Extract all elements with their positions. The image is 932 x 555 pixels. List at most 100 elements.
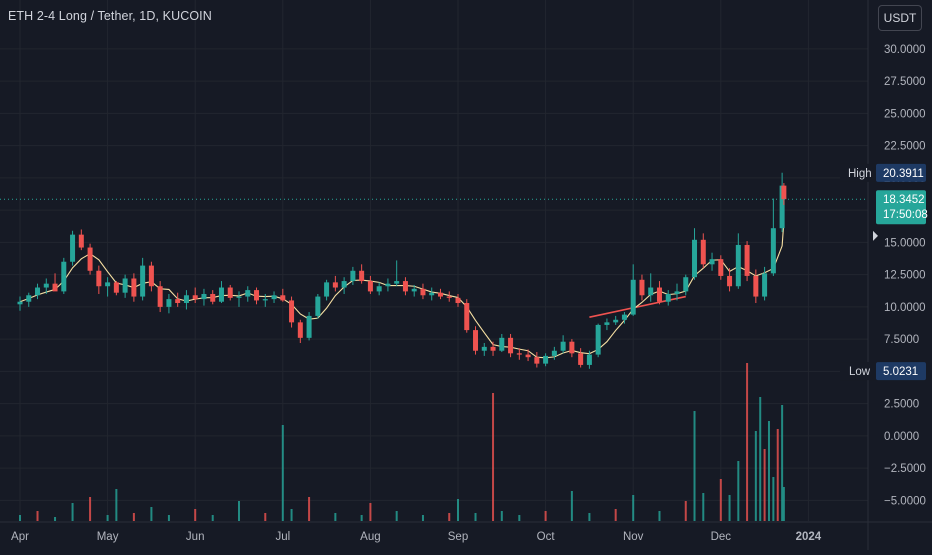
candle-body — [192, 295, 198, 300]
volume-bar — [763, 449, 766, 521]
candle-body — [770, 228, 776, 274]
candle-body — [201, 293, 207, 300]
y-tick-label: 10.0000 — [884, 302, 926, 314]
candle-body — [113, 282, 119, 293]
volume-bars — [19, 363, 785, 521]
candle-body — [87, 247, 93, 271]
candle-body — [341, 281, 347, 288]
candle-body — [525, 354, 531, 358]
volume-bar — [614, 509, 617, 521]
candle-body — [70, 234, 76, 262]
candle-body — [473, 330, 479, 351]
candle-body — [762, 273, 768, 297]
volume-bar — [474, 513, 477, 521]
scroll-right-icon — [873, 230, 878, 241]
candle-body — [376, 286, 382, 292]
candle-body — [122, 278, 128, 293]
candle-body — [183, 295, 189, 304]
candle-body — [26, 295, 32, 302]
candle-body — [630, 279, 636, 315]
candle-body — [105, 282, 111, 287]
candle-body — [402, 281, 408, 292]
y-tick-label: 7.5000 — [884, 334, 919, 346]
volume-bar — [19, 515, 21, 521]
candle-body — [735, 244, 741, 287]
volume-bar — [632, 495, 635, 521]
candle-body — [613, 319, 619, 323]
low-value-bg — [876, 362, 926, 381]
candle-body — [148, 265, 154, 287]
x-tick-label: Oct — [537, 531, 556, 543]
candle-body — [464, 303, 470, 331]
candle-body — [437, 292, 443, 297]
volume-bar — [746, 363, 749, 521]
volume-bar — [570, 491, 573, 521]
currency-button[interactable]: USDT — [878, 5, 922, 31]
candle-body — [692, 239, 698, 278]
volume-bar — [238, 501, 240, 521]
candle-body — [131, 278, 137, 297]
candle-body — [665, 293, 671, 302]
high-value-bg — [876, 163, 926, 182]
candle-body — [508, 337, 514, 354]
time-axis: Apr May Jun Jul Aug Sep Oct Nov Dec 2024 — [11, 531, 822, 543]
volume-bar — [308, 497, 311, 521]
candle-body — [674, 291, 680, 294]
candle-body — [709, 259, 715, 265]
candle-body — [455, 297, 461, 304]
last-price-countdown: 17:50:08 — [883, 209, 928, 221]
volume-bar — [684, 501, 687, 521]
volume-bar — [772, 477, 775, 521]
candle-body — [157, 286, 163, 307]
candle-body — [727, 275, 733, 287]
volume-bar — [544, 511, 547, 521]
candle-body — [481, 346, 487, 351]
candle-body — [17, 301, 23, 305]
candles — [17, 172, 787, 369]
volume-bar — [150, 507, 153, 521]
y-tick-label: 22.5000 — [884, 141, 926, 153]
last-price-value: 18.3452 — [883, 194, 925, 206]
candle-body — [499, 337, 505, 351]
volume-bar — [360, 515, 363, 521]
y-tick-label: −5.0000 — [884, 495, 926, 507]
candle-body — [35, 287, 41, 296]
volume-bar — [167, 515, 170, 521]
candle-body — [78, 234, 84, 248]
candle-body — [560, 341, 566, 351]
candle-body — [595, 324, 601, 355]
x-tick-label: Nov — [623, 531, 644, 543]
candle-body — [534, 357, 540, 364]
volume-bar — [492, 393, 495, 521]
volume-bar — [457, 499, 459, 521]
candle-body — [411, 288, 417, 292]
volume-bar — [71, 503, 74, 521]
volume-bar — [395, 511, 398, 521]
y-tick-label: 0.0000 — [884, 431, 919, 443]
y-tick-label: 2.5000 — [884, 399, 919, 411]
price-labels: High 20.3911 Low 5.0231 18.3452 17:50:08 — [840, 163, 928, 381]
y-tick-label: 25.0000 — [884, 108, 926, 120]
price-axis: 30.000027.500025.000022.500020.000017.50… — [884, 44, 926, 507]
candle-body — [551, 350, 557, 356]
x-tick-label: 2024 — [796, 531, 822, 543]
candle-body — [639, 279, 645, 296]
candle-body — [744, 244, 750, 276]
candle-body — [446, 296, 452, 298]
candle-body — [683, 277, 689, 292]
candle-body — [648, 287, 654, 296]
candle-body — [578, 353, 584, 365]
volume-bar — [36, 511, 39, 521]
volume-bar — [719, 479, 722, 521]
volume-bar — [54, 517, 57, 521]
candle-body — [753, 275, 759, 297]
candle-body — [604, 322, 610, 325]
x-tick-label: Jul — [275, 531, 290, 543]
volume-bar — [132, 513, 135, 521]
last-price-bg — [876, 190, 926, 225]
candle-body — [367, 281, 373, 292]
candle-body — [569, 341, 575, 354]
candle-body — [315, 296, 321, 316]
